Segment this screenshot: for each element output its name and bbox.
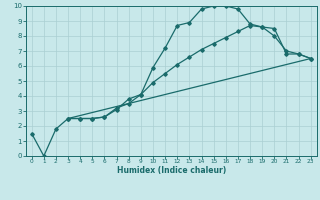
X-axis label: Humidex (Indice chaleur): Humidex (Indice chaleur)	[116, 166, 226, 175]
